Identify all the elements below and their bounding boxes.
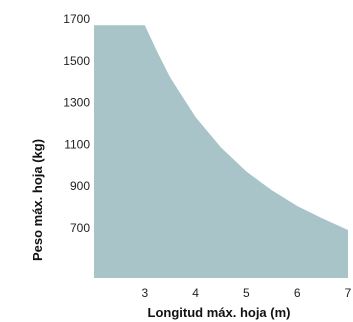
y-tick-label: 700 xyxy=(70,221,90,235)
y-tick-label: 1300 xyxy=(63,96,90,110)
x-axis-ticks: 3 4 5 6 7 xyxy=(141,286,351,300)
x-tick-label: 3 xyxy=(141,286,148,300)
x-tick-label: 7 xyxy=(345,286,352,300)
y-tick-label: 1500 xyxy=(63,54,90,68)
y-tick-label: 1700 xyxy=(63,12,90,26)
area-series xyxy=(94,25,348,278)
x-tick-label: 5 xyxy=(243,286,250,300)
x-tick-label: 6 xyxy=(294,286,301,300)
x-axis-title: Longitud máx. hoja (m) xyxy=(148,305,291,320)
x-tick-label: 4 xyxy=(192,286,199,300)
y-axis-ticks: 700 900 1100 1300 1500 1700 xyxy=(63,12,90,235)
y-tick-label: 900 xyxy=(70,179,90,193)
y-axis-title: Peso máx. hoja (kg) xyxy=(30,139,45,261)
y-tick-label: 1100 xyxy=(64,137,90,151)
